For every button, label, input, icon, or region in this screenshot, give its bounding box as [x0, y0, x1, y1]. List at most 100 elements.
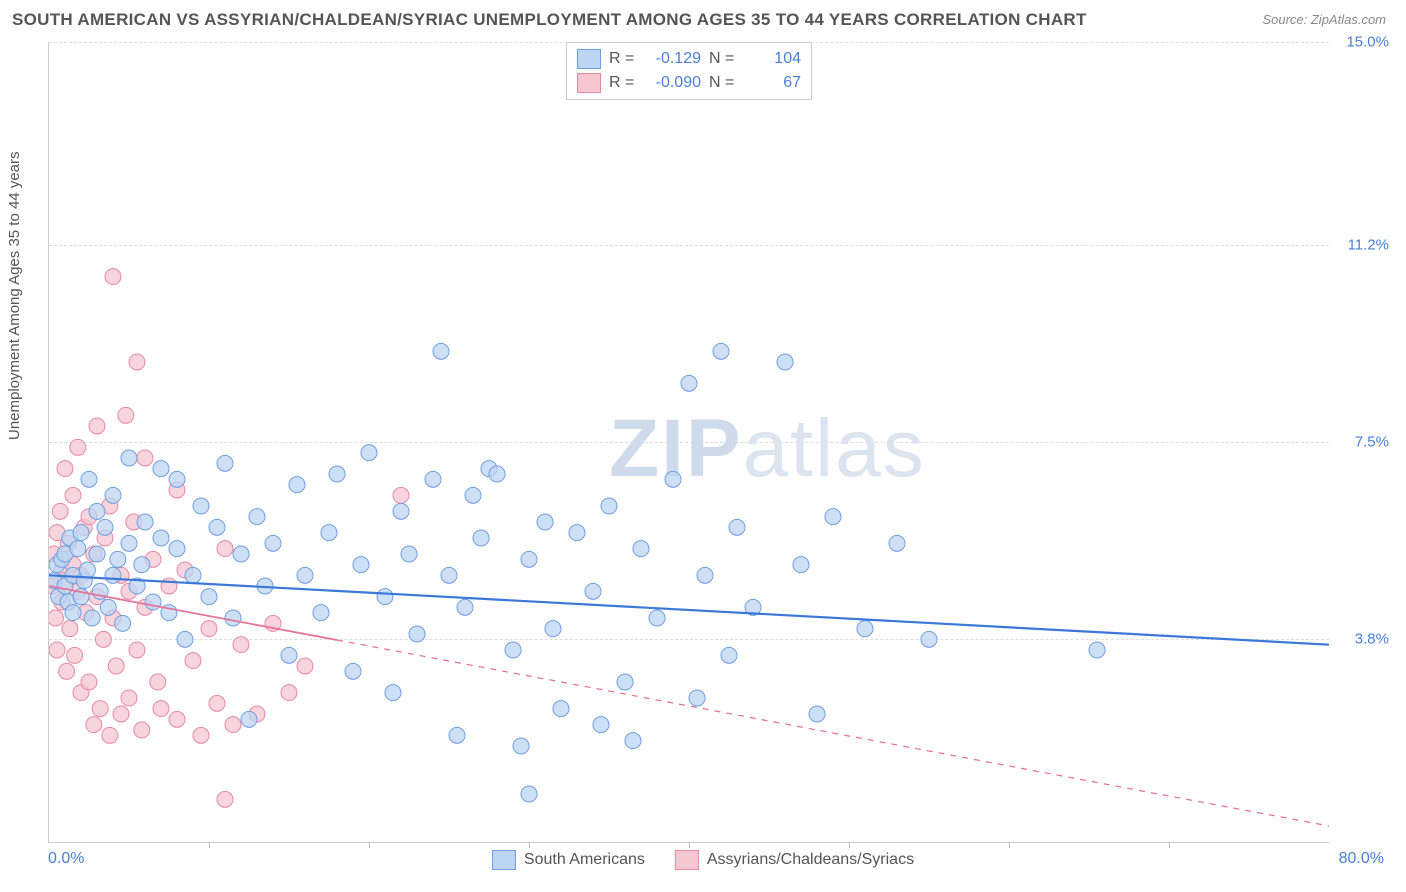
x-tick-mark: [1009, 842, 1010, 848]
data-point: [537, 514, 553, 530]
data-point: [681, 375, 697, 391]
data-point: [505, 642, 521, 658]
y-tick-label: 11.2%: [1334, 236, 1389, 253]
data-point: [521, 786, 537, 802]
r-value: -0.129: [645, 47, 701, 71]
chart-title: SOUTH AMERICAN VS ASSYRIAN/CHALDEAN/SYRI…: [12, 10, 1087, 30]
data-point: [921, 631, 937, 647]
data-point: [153, 530, 169, 546]
data-point: [92, 701, 108, 717]
data-point: [95, 631, 111, 647]
y-axis-label: Unemployment Among Ages 35 to 44 years: [6, 151, 23, 440]
data-point: [65, 605, 81, 621]
trend-line-extrapolated: [337, 640, 1329, 826]
data-point: [249, 509, 265, 525]
data-point: [617, 674, 633, 690]
data-point: [169, 471, 185, 487]
x-tick-mark: [529, 842, 530, 848]
data-point: [449, 727, 465, 743]
data-point: [289, 477, 305, 493]
data-point: [217, 791, 233, 807]
data-point: [84, 610, 100, 626]
data-point: [665, 471, 681, 487]
data-point: [100, 599, 116, 615]
data-point: [121, 690, 137, 706]
data-point: [809, 706, 825, 722]
r-label: R =: [609, 71, 637, 95]
data-point: [713, 343, 729, 359]
data-point: [201, 621, 217, 637]
data-point: [1089, 642, 1105, 658]
data-point: [465, 487, 481, 503]
data-point: [49, 610, 63, 626]
data-point: [105, 269, 121, 285]
data-point: [393, 487, 409, 503]
data-point: [633, 541, 649, 557]
data-point: [150, 674, 166, 690]
correlation-legend: R = -0.129 N = 104 R = -0.090 N = 67: [566, 42, 812, 100]
n-value: 104: [745, 47, 801, 71]
plot-svg: [49, 42, 1329, 842]
data-point: [433, 343, 449, 359]
x-tick-mark: [849, 842, 850, 848]
data-point: [793, 557, 809, 573]
data-point: [185, 653, 201, 669]
data-point: [385, 685, 401, 701]
data-point: [569, 525, 585, 541]
data-point: [134, 557, 150, 573]
data-point: [118, 407, 134, 423]
data-point: [97, 519, 113, 535]
chart-container: SOUTH AMERICAN VS ASSYRIAN/CHALDEAN/SYRI…: [0, 0, 1406, 892]
r-label: R =: [609, 47, 637, 71]
data-point: [110, 551, 126, 567]
data-point: [729, 519, 745, 535]
data-point: [49, 642, 65, 658]
n-label: N =: [709, 47, 737, 71]
plot-area: ZIPatlas R = -0.129 N = 104 R = -0.090 N…: [48, 42, 1329, 843]
data-point: [601, 498, 617, 514]
data-point: [209, 519, 225, 535]
r-value: -0.090: [645, 71, 701, 95]
data-point: [457, 599, 473, 615]
data-point: [79, 562, 95, 578]
data-point: [593, 717, 609, 733]
data-point: [825, 509, 841, 525]
data-point: [153, 461, 169, 477]
data-point: [89, 418, 105, 434]
data-point: [265, 535, 281, 551]
y-tick-label: 15.0%: [1334, 34, 1389, 51]
data-point: [115, 615, 131, 631]
data-point: [52, 503, 68, 519]
data-point: [193, 727, 209, 743]
y-tick-label: 3.8%: [1334, 631, 1389, 648]
x-axis-start: 0.0%: [48, 850, 84, 868]
data-point: [225, 610, 241, 626]
data-point: [377, 589, 393, 605]
legend-label: South Americans: [524, 851, 645, 869]
data-point: [89, 503, 105, 519]
data-point: [425, 471, 441, 487]
data-point: [321, 525, 337, 541]
data-point: [177, 631, 193, 647]
data-point: [113, 706, 129, 722]
data-point: [86, 717, 102, 733]
data-point: [409, 626, 425, 642]
data-point: [513, 738, 529, 754]
data-point: [353, 557, 369, 573]
legend-item-2: Assyrians/Chaldeans/Syriacs: [675, 850, 914, 870]
data-point: [857, 621, 873, 637]
data-point: [108, 658, 124, 674]
data-point: [193, 498, 209, 514]
data-point: [59, 663, 75, 679]
data-point: [553, 701, 569, 717]
data-point: [585, 583, 601, 599]
data-point: [121, 535, 137, 551]
swatch-icon: [492, 850, 516, 870]
data-point: [134, 722, 150, 738]
data-point: [169, 711, 185, 727]
trend-line: [49, 575, 1329, 644]
data-point: [57, 461, 73, 477]
data-point: [241, 711, 257, 727]
x-tick-mark: [1169, 842, 1170, 848]
data-point: [102, 727, 118, 743]
